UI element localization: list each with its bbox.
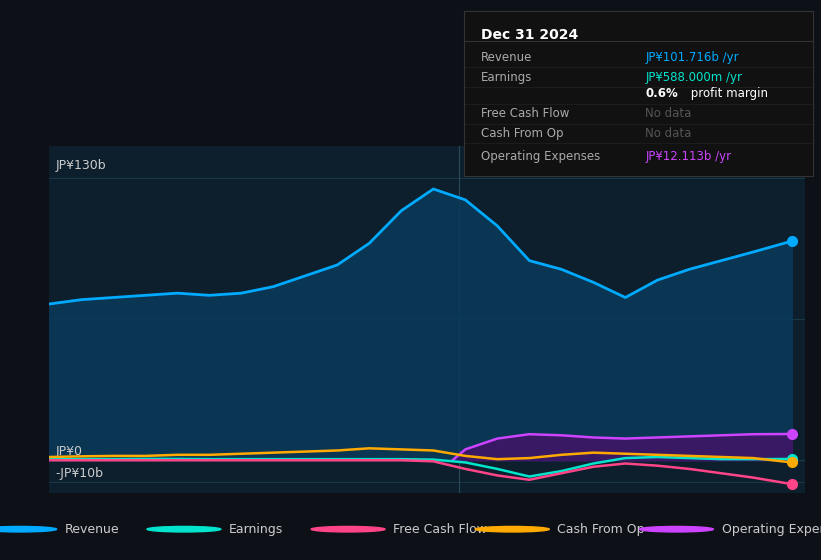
Text: Cash From Op: Cash From Op [557,522,645,536]
Circle shape [475,526,549,532]
Text: 0.6%: 0.6% [645,87,678,100]
Text: Revenue: Revenue [65,522,120,536]
Text: Dec 31 2024: Dec 31 2024 [481,28,579,42]
Text: Operating Expenses: Operating Expenses [722,522,821,536]
Text: Earnings: Earnings [481,71,533,84]
Text: Free Cash Flow: Free Cash Flow [393,522,487,536]
Text: JP¥0: JP¥0 [56,445,83,458]
Text: No data: No data [645,127,691,140]
Text: profit margin: profit margin [687,87,768,100]
Circle shape [147,526,221,532]
Text: JP¥12.113b /yr: JP¥12.113b /yr [645,150,732,163]
Text: Earnings: Earnings [229,522,283,536]
Circle shape [640,526,713,532]
Circle shape [0,526,57,532]
Circle shape [311,526,385,532]
Text: -JP¥10b: -JP¥10b [56,467,103,480]
Text: Revenue: Revenue [481,51,533,64]
Text: No data: No data [645,107,691,120]
Text: JP¥588.000m /yr: JP¥588.000m /yr [645,71,742,84]
Text: Cash From Op: Cash From Op [481,127,564,140]
Text: JP¥101.716b /yr: JP¥101.716b /yr [645,51,739,64]
Text: JP¥130b: JP¥130b [56,158,106,171]
Text: Free Cash Flow: Free Cash Flow [481,107,570,120]
Text: Operating Expenses: Operating Expenses [481,150,600,163]
